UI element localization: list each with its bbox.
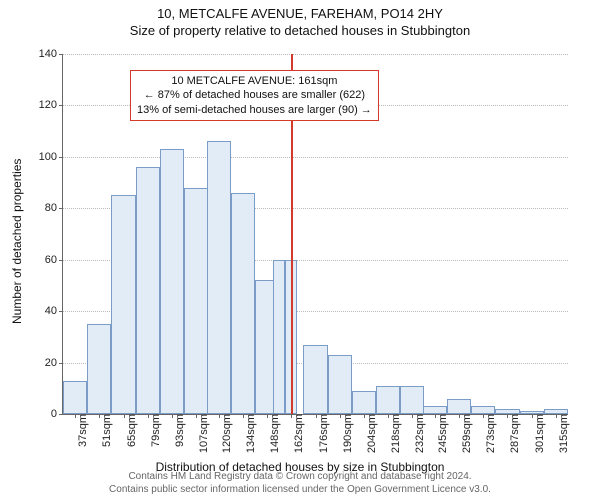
histogram-bar	[87, 324, 111, 414]
x-tick-label: 120sqm	[219, 414, 233, 453]
y-tick-label: 80	[45, 202, 63, 214]
x-tick-label: 190sqm	[340, 414, 354, 453]
histogram-bar	[160, 149, 184, 414]
x-tick-label: 79sqm	[148, 414, 162, 447]
annotation-line: 13% of semi-detached houses are larger (…	[137, 103, 372, 117]
chart-subtitle: Size of property relative to detached ho…	[0, 23, 600, 38]
reference-annotation: 10 METCALFE AVENUE: 161sqm ← 87% of deta…	[130, 70, 379, 121]
chart-title: 10, METCALFE AVENUE, FAREHAM, PO14 2HY	[0, 6, 600, 21]
x-tick-label: 232sqm	[412, 414, 426, 453]
y-tick-label: 100	[39, 151, 63, 163]
x-tick-label: 65sqm	[124, 414, 138, 447]
x-tick-label: 204sqm	[364, 414, 378, 453]
x-tick-label: 315sqm	[556, 414, 570, 453]
x-tick-label: 176sqm	[316, 414, 330, 453]
annotation-line: 10 METCALFE AVENUE: 161sqm	[137, 74, 372, 88]
y-tick-label: 120	[39, 99, 63, 111]
x-tick-label: 287sqm	[507, 414, 521, 453]
footer-line: Contains HM Land Registry data © Crown c…	[0, 471, 600, 484]
histogram-bar	[447, 399, 471, 414]
annotation-line: ← 87% of detached houses are smaller (62…	[137, 88, 372, 102]
histogram-bar	[471, 406, 495, 414]
histogram-bar	[273, 260, 285, 414]
histogram-bar	[63, 381, 87, 414]
x-tick-label: 218sqm	[388, 414, 402, 453]
x-tick-label: 93sqm	[172, 414, 186, 447]
x-tick-label: 134sqm	[243, 414, 257, 453]
histogram-bar	[207, 141, 231, 414]
histogram-bar	[303, 345, 327, 414]
histogram-bar	[136, 167, 160, 414]
histogram-bar	[352, 391, 376, 414]
histogram-bar	[328, 355, 352, 414]
x-tick-label: 148sqm	[267, 414, 281, 453]
x-tick-label: 37sqm	[75, 414, 89, 447]
footer-line: Contains public sector information licen…	[0, 484, 600, 497]
footer: Contains HM Land Registry data © Crown c…	[0, 471, 600, 496]
x-tick-label: 273sqm	[483, 414, 497, 453]
y-tick-label: 20	[45, 357, 63, 369]
x-tick-label: 107sqm	[196, 414, 210, 453]
y-axis-title: Number of detached properties	[10, 159, 24, 324]
x-tick-label: 51sqm	[99, 414, 113, 447]
histogram-bar	[231, 193, 255, 414]
y-tick-label: 60	[45, 254, 63, 266]
y-tick-label: 140	[39, 48, 63, 60]
x-tick-label: 162sqm	[291, 414, 305, 453]
histogram-bar	[184, 188, 208, 414]
histogram-bar	[423, 406, 447, 414]
histogram-bar	[400, 386, 424, 414]
x-tick-label: 259sqm	[459, 414, 473, 453]
x-tick-label: 245sqm	[435, 414, 449, 453]
y-tick-label: 40	[45, 305, 63, 317]
histogram-bar	[111, 195, 135, 414]
x-tick-label: 301sqm	[532, 414, 546, 453]
y-tick-label: 0	[51, 408, 63, 420]
histogram-bar	[376, 386, 400, 414]
